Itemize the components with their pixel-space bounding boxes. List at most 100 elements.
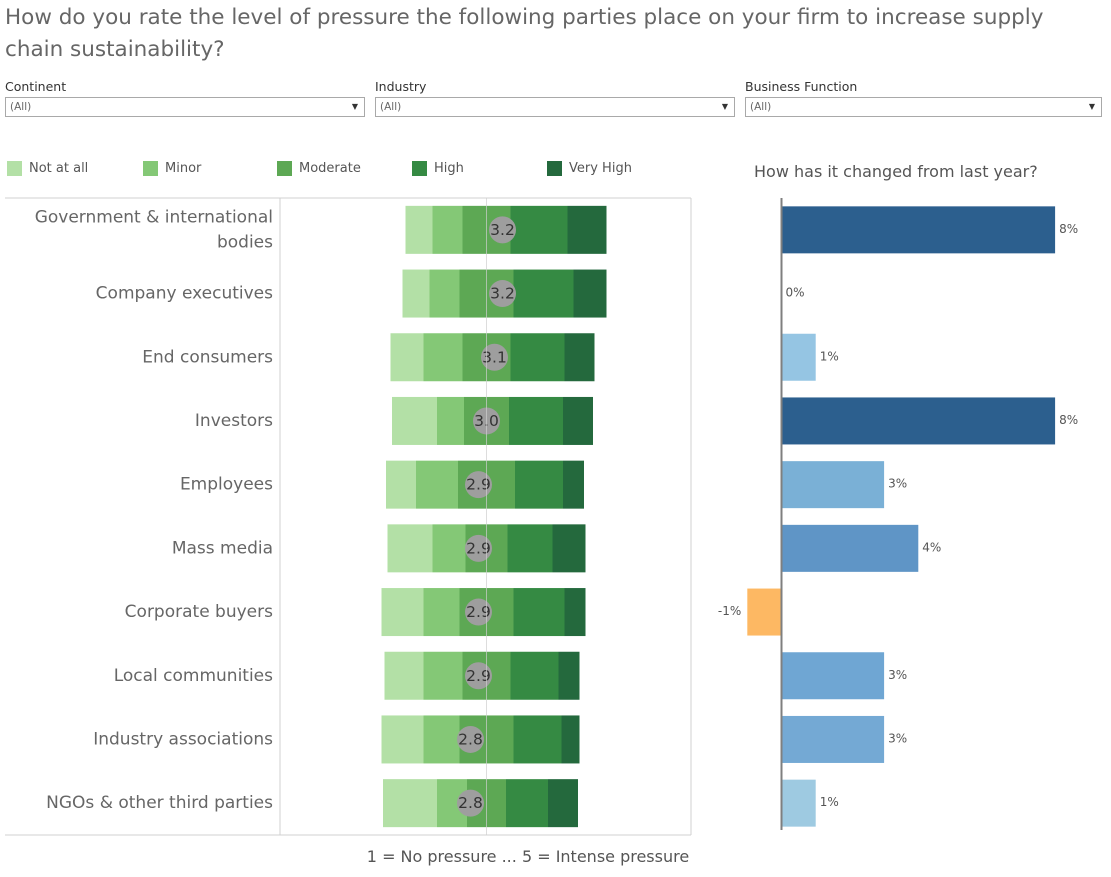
legend-label: Not at all <box>29 160 89 176</box>
change-bar-mass-media[interactable] <box>781 524 919 572</box>
score-label-mass-media: 2.9 <box>466 539 491 557</box>
bar-segment-company-executives-very-high[interactable] <box>573 269 607 318</box>
legend-swatch <box>412 160 427 176</box>
industry-dropdown[interactable]: (All) ▼ <box>375 97 735 117</box>
bar-segment-investors-not-at-all[interactable] <box>392 396 437 445</box>
category-label-investors: Investors <box>195 411 273 431</box>
legend-item-moderate[interactable]: Moderate <box>277 157 361 179</box>
change-label-government-international-bodies: 8% <box>1059 222 1078 236</box>
legend-label: Moderate <box>299 160 361 176</box>
bar-segment-mass-media-minor[interactable] <box>432 524 466 573</box>
bar-segment-government-international-bodies-very-high[interactable] <box>567 205 607 254</box>
bar-segment-company-executives-minor[interactable] <box>429 269 460 318</box>
legend: Not at all Minor Moderate High Very High <box>0 157 700 179</box>
category-label-government-international-bodies-line-1: Government & international <box>35 207 273 227</box>
bar-segment-employees-high[interactable] <box>515 460 563 509</box>
chevron-down-icon[interactable]: ▼ <box>721 102 728 111</box>
change-label-company-executives: 0% <box>786 286 805 300</box>
bar-segment-end-consumers-very-high[interactable] <box>564 333 595 382</box>
bar-segment-mass-media-very-high[interactable] <box>552 524 586 573</box>
bar-segment-corporate-buyers-minor[interactable] <box>423 588 460 637</box>
industry-filter[interactable]: Industry (All) ▼ <box>375 78 735 117</box>
bar-segment-government-international-bodies-not-at-all[interactable] <box>405 205 433 254</box>
page-title: How do you rate the level of pressure th… <box>5 5 1044 62</box>
bar-segment-corporate-buyers-very-high[interactable] <box>564 588 586 637</box>
category-label-end-consumers: End consumers <box>142 347 273 367</box>
score-marker-employees[interactable] <box>465 471 492 499</box>
bar-segment-local-communities-minor[interactable] <box>423 651 463 700</box>
bar-segment-local-communities-very-high[interactable] <box>558 651 580 700</box>
legend-item-not-at-all[interactable]: Not at all <box>7 157 88 179</box>
change-bar-ngos-other-third-parties[interactable] <box>781 779 816 827</box>
bar-segment-local-communities-not-at-all[interactable] <box>384 651 424 700</box>
bar-segment-end-consumers-high[interactable] <box>510 333 565 382</box>
bar-segment-industry-associations-very-high[interactable] <box>561 715 580 764</box>
business-function-filter[interactable]: Business Function (All) ▼ <box>745 78 1102 117</box>
change-bar-local-communities[interactable] <box>781 652 885 700</box>
score-marker-industry-associations[interactable] <box>457 725 484 753</box>
score-label-ngos-other-third-parties: 2.8 <box>458 794 483 812</box>
score-label-local-communities: 2.9 <box>466 667 491 685</box>
change-bar-employees[interactable] <box>781 461 885 509</box>
bar-segment-ngos-other-third-parties-very-high[interactable] <box>548 779 578 828</box>
business-function-dropdown[interactable]: (All) ▼ <box>745 97 1102 117</box>
change-label-corporate-buyers: -1% <box>718 604 741 618</box>
change-bar-corporate-buyers[interactable] <box>747 588 782 636</box>
score-marker-local-communities[interactable] <box>465 662 492 690</box>
bar-segment-investors-very-high[interactable] <box>563 396 593 445</box>
change-bar-end-consumers[interactable] <box>781 333 816 381</box>
category-label-corporate-buyers: Corporate buyers <box>125 602 273 622</box>
legend-swatch <box>277 160 292 176</box>
bar-segment-end-consumers-minor[interactable] <box>423 333 463 382</box>
bar-segment-company-executives-not-at-all[interactable] <box>402 269 430 318</box>
change-label-end-consumers: 1% <box>820 349 839 363</box>
category-label-employees: Employees <box>180 475 273 495</box>
bar-segment-mass-media-high[interactable] <box>507 524 553 573</box>
score-label-employees: 2.9 <box>466 476 491 494</box>
bar-segment-investors-minor[interactable] <box>437 396 464 445</box>
change-label-ngos-other-third-parties: 1% <box>820 795 839 809</box>
legend-swatch <box>143 160 158 176</box>
continent-filter-label: Continent <box>5 79 67 94</box>
bar-segment-local-communities-high[interactable] <box>510 651 559 700</box>
bar-segment-employees-very-high[interactable] <box>563 460 584 509</box>
bar-segment-corporate-buyers-high[interactable] <box>513 588 565 637</box>
chevron-down-icon[interactable]: ▼ <box>1088 102 1095 111</box>
category-label-mass-media: Mass media <box>172 538 273 558</box>
continent-dropdown[interactable]: (All) ▼ <box>5 97 365 117</box>
bar-segment-industry-associations-minor[interactable] <box>423 715 460 764</box>
legend-item-high[interactable]: High <box>412 157 464 179</box>
bar-segment-company-executives-high[interactable] <box>513 269 574 318</box>
bar-segment-corporate-buyers-not-at-all[interactable] <box>381 588 424 637</box>
chevron-down-icon[interactable]: ▼ <box>351 102 358 111</box>
bar-segment-end-consumers-not-at-all[interactable] <box>390 333 424 382</box>
bar-segment-ngos-other-third-parties-high[interactable] <box>506 779 548 828</box>
score-marker-end-consumers[interactable] <box>481 343 508 371</box>
bar-segment-employees-not-at-all[interactable] <box>386 460 416 509</box>
continent-dropdown-value: (All) <box>10 101 32 113</box>
score-marker-company-executives[interactable] <box>489 280 516 308</box>
change-bar-government-international-bodies[interactable] <box>781 206 1056 254</box>
bar-segment-industry-associations-not-at-all[interactable] <box>381 715 424 764</box>
bar-segment-ngos-other-third-parties-not-at-all[interactable] <box>383 779 437 828</box>
score-marker-ngos-other-third-parties[interactable] <box>457 789 484 817</box>
change-bar-investors[interactable] <box>781 397 1056 445</box>
bar-segment-government-international-bodies-minor[interactable] <box>432 205 463 254</box>
bar-segment-government-international-bodies-high[interactable] <box>510 205 568 254</box>
change-bar-industry-associations[interactable] <box>781 715 885 763</box>
score-marker-corporate-buyers[interactable] <box>465 598 492 626</box>
change-label-employees: 3% <box>888 477 907 491</box>
bar-segment-investors-high[interactable] <box>509 396 563 445</box>
change-label-local-communities: 3% <box>888 668 907 682</box>
continent-filter[interactable]: Continent (All) ▼ <box>5 78 365 117</box>
score-label-end-consumers: 3.1 <box>482 348 507 366</box>
bar-segment-employees-minor[interactable] <box>416 460 458 509</box>
score-label-industry-associations: 2.8 <box>458 730 483 748</box>
score-marker-government-international-bodies[interactable] <box>489 216 516 244</box>
legend-item-very-high[interactable]: Very High <box>547 157 632 179</box>
legend-item-minor[interactable]: Minor <box>143 157 201 179</box>
bar-segment-industry-associations-high[interactable] <box>513 715 562 764</box>
bar-segment-mass-media-not-at-all[interactable] <box>387 524 433 573</box>
score-marker-mass-media[interactable] <box>465 534 492 562</box>
